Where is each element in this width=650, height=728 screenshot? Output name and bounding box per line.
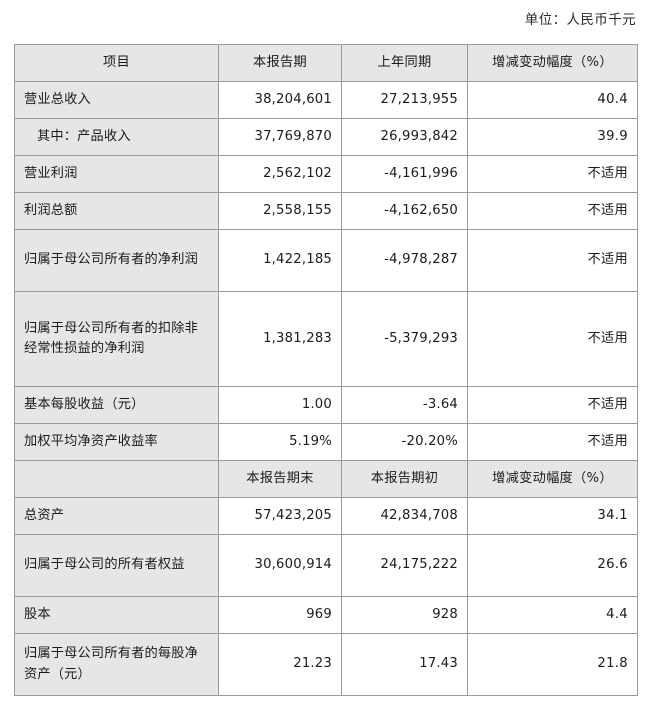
- table-row: 利润总额 2,558,155 -4,162,650 不适用: [14, 192, 638, 230]
- row-change-value: 26.6: [467, 534, 638, 597]
- row-previous-value: 26,993,842: [341, 118, 468, 156]
- table-header-row-balance: 本报告期末 本报告期初 增减变动幅度（%）: [14, 460, 638, 498]
- row-previous-value: 928: [341, 596, 468, 634]
- row-current-value: 38,204,601: [218, 81, 342, 119]
- row-current-value: 30,600,914: [218, 534, 342, 597]
- row-previous-value: -20.20%: [341, 423, 468, 461]
- row-label: 基本每股收益（元）: [14, 386, 219, 424]
- row-previous-value: -4,162,650: [341, 192, 468, 230]
- row-current-value: 2,562,102: [218, 155, 342, 193]
- row-change-value: 40.4: [467, 81, 638, 119]
- table-row: 其中：产品收入 37,769,870 26,993,842 39.9: [14, 118, 638, 156]
- table-row: 归属于母公司所有者的净利润 1,422,185 -4,978,287 不适用: [14, 229, 638, 292]
- row-change-value: 不适用: [467, 291, 638, 387]
- row-label: 股本: [14, 596, 219, 634]
- row-current-value: 969: [218, 596, 342, 634]
- table-row: 股本 969 928 4.4: [14, 596, 638, 634]
- table-row: 总资产 57,423,205 42,834,708 34.1: [14, 497, 638, 535]
- row-label: 营业利润: [14, 155, 219, 193]
- table-row: 归属于母公司的所有者权益 30,600,914 24,175,222 26.6: [14, 534, 638, 597]
- header-cell-blank: [14, 460, 219, 498]
- row-current-value: 21.23: [218, 633, 342, 696]
- table-row: 归属于母公司所有者的每股净资产（元） 21.23 17.43 21.8: [14, 633, 638, 696]
- row-previous-value: -4,978,287: [341, 229, 468, 292]
- row-previous-value: 42,834,708: [341, 497, 468, 535]
- table-header-row-period: 项目 本报告期 上年同期 增减变动幅度（%）: [14, 44, 638, 82]
- row-label: 加权平均净资产收益率: [14, 423, 219, 461]
- row-label: 归属于母公司所有者的净利润: [14, 229, 219, 292]
- row-previous-value: -3.64: [341, 386, 468, 424]
- row-change-value: 21.8: [467, 633, 638, 696]
- row-current-value: 1,381,283: [218, 291, 342, 387]
- row-change-value: 不适用: [467, 386, 638, 424]
- row-label: 利润总额: [14, 192, 219, 230]
- row-change-value: 不适用: [467, 192, 638, 230]
- header-cell-change-rate: 增减变动幅度（%）: [467, 44, 638, 82]
- row-label: 归属于母公司所有者的每股净资产（元）: [14, 633, 219, 696]
- table-row: 营业利润 2,562,102 -4,161,996 不适用: [14, 155, 638, 193]
- row-previous-value: 17.43: [341, 633, 468, 696]
- unit-note: 单位：人民币千元: [524, 12, 636, 28]
- row-current-value: 1.00: [218, 386, 342, 424]
- row-current-value: 37,769,870: [218, 118, 342, 156]
- row-previous-value: 27,213,955: [341, 81, 468, 119]
- header-cell-current-period: 本报告期: [218, 44, 342, 82]
- financial-summary-table: 项目 本报告期 上年同期 增减变动幅度（%） 营业总收入 38,204,601 …: [14, 44, 638, 696]
- row-label: 其中：产品收入: [14, 118, 219, 156]
- row-change-value: 不适用: [467, 423, 638, 461]
- header-cell-period-end: 本报告期末: [218, 460, 342, 498]
- header-cell-period-begin: 本报告期初: [341, 460, 468, 498]
- row-change-value: 4.4: [467, 596, 638, 634]
- header-cell-previous-period: 上年同期: [341, 44, 468, 82]
- row-current-value: 1,422,185: [218, 229, 342, 292]
- row-label: 总资产: [14, 497, 219, 535]
- row-label: 归属于母公司所有者的扣除非经常性损益的净利润: [14, 291, 219, 387]
- row-change-value: 不适用: [467, 155, 638, 193]
- header-cell-item: 项目: [14, 44, 219, 82]
- row-previous-value: 24,175,222: [341, 534, 468, 597]
- row-current-value: 2,558,155: [218, 192, 342, 230]
- row-change-value: 34.1: [467, 497, 638, 535]
- table-body: 项目 本报告期 上年同期 增减变动幅度（%） 营业总收入 38,204,601 …: [14, 44, 638, 696]
- row-label: 营业总收入: [14, 81, 219, 119]
- row-current-value: 5.19%: [218, 423, 342, 461]
- header-cell-change-rate: 增减变动幅度（%）: [467, 460, 638, 498]
- table-row: 加权平均净资产收益率 5.19% -20.20% 不适用: [14, 423, 638, 461]
- table-row: 基本每股收益（元） 1.00 -3.64 不适用: [14, 386, 638, 424]
- row-change-value: 39.9: [467, 118, 638, 156]
- table-row: 营业总收入 38,204,601 27,213,955 40.4: [14, 81, 638, 119]
- table-row: 归属于母公司所有者的扣除非经常性损益的净利润 1,381,283 -5,379,…: [14, 291, 638, 387]
- row-change-value: 不适用: [467, 229, 638, 292]
- row-current-value: 57,423,205: [218, 497, 342, 535]
- row-previous-value: -4,161,996: [341, 155, 468, 193]
- financial-table-container: 项目 本报告期 上年同期 增减变动幅度（%） 营业总收入 38,204,601 …: [14, 44, 638, 696]
- row-label: 归属于母公司的所有者权益: [14, 534, 219, 597]
- row-previous-value: -5,379,293: [341, 291, 468, 387]
